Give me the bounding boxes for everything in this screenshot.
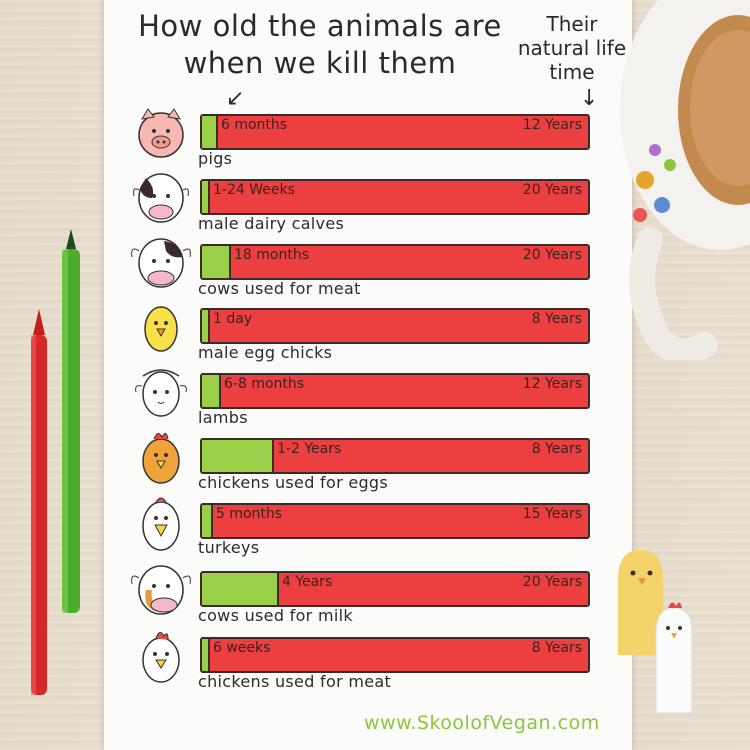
natural-lifespan-bar: 6 weeks 8 Years <box>200 637 590 673</box>
red-pen <box>31 309 47 695</box>
animal-label: chickens used for meat <box>198 672 392 691</box>
natural-lifespan-bar: 1-24 Weeks 20 Years <box>200 179 590 215</box>
animal-label: cows used for milk <box>198 606 353 625</box>
natural-lifespan-bar: 1 day 8 Years <box>200 308 590 344</box>
hen-icon <box>142 433 180 484</box>
natural-lifespan-bar: 5 months 15 Years <box>200 503 590 539</box>
animal-label: male dairy calves <box>198 214 345 233</box>
chart-row: 1 day 8 Years male egg chicks <box>0 297 750 362</box>
lamb-icon <box>135 369 187 417</box>
chick-icon <box>144 306 178 352</box>
chart-row: 1-24 Weeks 20 Years male dairy calves <box>0 168 750 233</box>
killed-age-label: 1-24 Weeks <box>213 182 295 198</box>
pig-icon <box>138 108 184 158</box>
chart-row: 6 weeks 8 Years chickens used for meat <box>0 626 750 691</box>
natural-lifespan-bar: 6-8 months 12 Years <box>200 373 590 409</box>
animal-label: lambs <box>198 408 248 427</box>
lifespan-label: 20 Years <box>522 182 582 198</box>
white-chicken-toy <box>655 602 693 714</box>
chart-row: 1-2 Years 8 Years chickens used for eggs <box>0 427 750 492</box>
lifespan-label: 12 Years <box>522 376 582 392</box>
natural-lifespan-bar: 1-2 Years 8 Years <box>200 438 590 474</box>
killed-age-label: 4 Years <box>282 574 333 590</box>
animal-label: cows used for meat <box>198 279 361 298</box>
green-pen <box>62 229 80 613</box>
chart-title: How old the animals are when we kill the… <box>138 9 502 80</box>
natural-lifespan-bar: 6 months 12 Years <box>200 114 590 150</box>
killed-age-label: 6-8 months <box>224 376 305 392</box>
killed-age-label: 1-2 Years <box>277 441 342 457</box>
animal-label: pigs <box>198 149 233 168</box>
killed-age-bar <box>202 181 210 213</box>
killed-age-label: 1 day <box>213 311 253 327</box>
chart-subtitle: Their natural life time <box>517 12 627 84</box>
killed-age-label: 6 weeks <box>213 640 271 656</box>
lifespan-label: 8 Years <box>531 640 582 656</box>
lifespan-label: 8 Years <box>531 311 582 327</box>
killed-age-bar <box>202 246 231 278</box>
animal-label: male egg chicks <box>198 343 333 362</box>
calf-icon <box>133 173 189 223</box>
chart-row: 6-8 months 12 Years lambs <box>0 362 750 427</box>
killed-age-bar <box>202 375 221 407</box>
lifespan-label: 8 Years <box>531 441 582 457</box>
killed-age-bar <box>202 310 210 342</box>
turkey-icon <box>142 497 180 551</box>
arrow-down-icon: ↓ <box>580 86 599 111</box>
chart-row: 5 months 15 Years turkeys <box>0 492 750 557</box>
lifespan-label: 15 Years <box>522 506 582 522</box>
natural-lifespan-bar: 18 months 20 Years <box>200 244 590 280</box>
chart-row: 6 months 12 Years pigs <box>0 103 750 168</box>
website-url[interactable]: www.SkoolofVegan.com <box>364 712 600 734</box>
killed-age-label: 5 months <box>216 506 283 522</box>
lifespan-label: 20 Years <box>522 247 582 263</box>
chart-row: 4 Years 20 Years cows used for milk <box>0 560 750 625</box>
broiler-chicken-icon <box>142 632 180 683</box>
arrow-left-down-icon: ↙ <box>226 86 245 111</box>
tea-mug <box>620 0 750 360</box>
killed-age-bar <box>202 116 218 148</box>
cow-icon <box>131 238 191 288</box>
killed-age-bar <box>202 639 210 671</box>
yellow-chick-toy <box>618 550 663 655</box>
killed-age-bar <box>202 505 213 537</box>
lifespan-label: 20 Years <box>522 574 582 590</box>
dairy-cow-icon <box>131 565 191 615</box>
chart-row: 18 months 20 Years cows used for meat <box>0 233 750 298</box>
killed-age-label: 6 months <box>221 117 288 133</box>
killed-age-bar <box>202 573 279 605</box>
animal-label: turkeys <box>198 538 260 557</box>
killed-age-bar <box>202 440 274 472</box>
killed-age-label: 18 months <box>234 247 309 263</box>
animal-label: chickens used for eggs <box>198 473 389 492</box>
natural-lifespan-bar: 4 Years 20 Years <box>200 571 590 607</box>
lifespan-label: 12 Years <box>522 117 582 133</box>
